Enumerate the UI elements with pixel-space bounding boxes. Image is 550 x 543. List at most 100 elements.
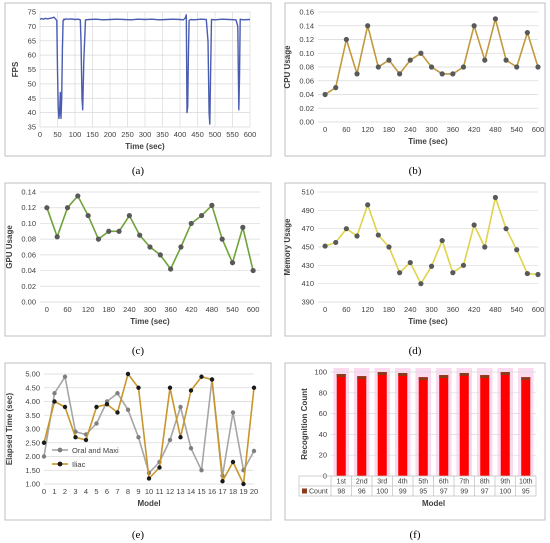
data-point bbox=[54, 234, 60, 240]
x-tick-label: 420 bbox=[185, 305, 198, 314]
x-tick-label: 9 bbox=[136, 487, 140, 496]
data-point bbox=[188, 446, 194, 451]
bar-top-edge bbox=[459, 373, 469, 377]
data-point bbox=[375, 232, 381, 238]
data-point bbox=[450, 71, 456, 77]
x-tick-label: 10 bbox=[145, 487, 153, 496]
y-tick-label: 35 bbox=[28, 123, 36, 132]
legend-swatch bbox=[302, 488, 307, 494]
x-tick-label: 12 bbox=[166, 487, 174, 496]
x-tick-label: 11 bbox=[156, 487, 164, 496]
x-tick-label: 3 bbox=[73, 487, 77, 496]
category-label: 6th bbox=[439, 479, 449, 486]
bar-top-edge bbox=[357, 376, 367, 380]
x-tick-label: 360 bbox=[447, 125, 460, 134]
data-point bbox=[471, 222, 477, 228]
data-point bbox=[503, 57, 509, 63]
x-tick-label: 420 bbox=[468, 125, 481, 134]
x-tick-label: 120 bbox=[361, 305, 374, 314]
category-label: 9th bbox=[500, 479, 510, 486]
x-tick-label: 60 bbox=[342, 305, 350, 314]
x-tick-label: 0 bbox=[42, 487, 46, 496]
data-point bbox=[167, 437, 173, 443]
y-tick-label: 70 bbox=[28, 22, 36, 31]
data-point bbox=[343, 36, 349, 43]
value-label: 100 bbox=[376, 489, 388, 496]
x-tick-label: 480 bbox=[206, 305, 219, 314]
data-point bbox=[188, 388, 194, 393]
data-point bbox=[471, 23, 477, 29]
y-tick-label: 490 bbox=[301, 206, 314, 215]
x-tick-label: 20 bbox=[250, 487, 258, 496]
y-tick-label: 0.00 bbox=[21, 298, 36, 307]
data-point bbox=[251, 385, 257, 390]
y-tick-label: 510 bbox=[301, 188, 314, 197]
caption-d: (d) bbox=[409, 345, 422, 357]
bar-top-edge bbox=[418, 377, 428, 381]
series-line-series bbox=[39, 14, 251, 125]
bar bbox=[418, 377, 428, 476]
data-point bbox=[365, 23, 371, 29]
panel-a-fps-chart: 35 40 45 50 55 60 65 70 75 0 50 100 150 200 250 300 350 4… bbox=[11, 8, 256, 152]
value-label: 95 bbox=[419, 489, 427, 496]
value-label: 99 bbox=[399, 489, 407, 496]
data-point bbox=[418, 281, 424, 287]
data-point bbox=[157, 252, 163, 258]
data-point bbox=[41, 454, 47, 459]
x-tick-label: 5 bbox=[94, 487, 98, 496]
y-tick-label: 0.02 bbox=[21, 282, 36, 291]
data-point bbox=[230, 410, 236, 415]
value-label: 98 bbox=[337, 489, 345, 496]
data-point bbox=[62, 374, 68, 379]
x-tick-label: 8 bbox=[126, 487, 130, 496]
y-tick-label: 45 bbox=[28, 94, 36, 103]
y-tick-label: 4.00 bbox=[25, 397, 40, 406]
y-tick-label: 60 bbox=[28, 51, 36, 60]
data-point bbox=[104, 402, 110, 407]
data-point bbox=[251, 448, 257, 454]
panel-c-gpu-chart: 0.00 0.02 0.04 0.06 0.08 0.10 0.12 0.14 0 60 120 18… bbox=[5, 188, 260, 326]
data-point bbox=[137, 232, 143, 238]
caption-f: (f) bbox=[410, 529, 421, 541]
legend-label: Count bbox=[309, 489, 328, 496]
value-label: 97 bbox=[481, 489, 489, 496]
data-point bbox=[188, 220, 194, 227]
data-point bbox=[116, 228, 122, 234]
data-point bbox=[147, 244, 153, 250]
y-tick-label: 0.08 bbox=[21, 235, 36, 244]
y-tick-label: 1.50 bbox=[25, 466, 40, 475]
data-point bbox=[62, 404, 68, 410]
data-point bbox=[397, 270, 403, 276]
data-point bbox=[241, 481, 246, 487]
data-point bbox=[125, 407, 131, 412]
x-tick-label: 500 bbox=[209, 130, 222, 139]
y-tick-label: 0.04 bbox=[21, 266, 36, 275]
y-axis-title: GPU Usage bbox=[5, 225, 14, 269]
x-tick-label: 0 bbox=[38, 130, 42, 139]
bar bbox=[521, 377, 531, 476]
x-axis-title: Model bbox=[422, 499, 445, 508]
x-tick-label: 300 bbox=[144, 305, 157, 314]
data-point bbox=[514, 64, 520, 70]
data-point bbox=[94, 421, 99, 426]
y-tick-label: 0.08 bbox=[299, 63, 314, 72]
y-tick-label: 0.12 bbox=[21, 203, 36, 212]
x-tick-label: 600 bbox=[247, 305, 260, 314]
y-tick-label: 0.10 bbox=[299, 49, 314, 58]
data-point bbox=[428, 64, 435, 70]
data-point bbox=[333, 85, 339, 91]
x-tick-label: 600 bbox=[244, 130, 257, 139]
x-tick-label: 4 bbox=[84, 487, 88, 496]
data-point bbox=[492, 16, 499, 22]
category-label: 8th bbox=[480, 479, 490, 486]
x-tick-label: 180 bbox=[102, 305, 115, 314]
data-point bbox=[198, 212, 205, 219]
data-point bbox=[95, 236, 102, 242]
x-axis-title: Time (sec) bbox=[125, 142, 165, 151]
x-tick-label: 60 bbox=[342, 125, 350, 134]
data-point bbox=[199, 468, 204, 473]
data-point bbox=[439, 71, 445, 77]
value-label: 99 bbox=[460, 489, 468, 496]
data-point bbox=[535, 64, 541, 70]
x-tick-label: 0 bbox=[323, 125, 327, 134]
